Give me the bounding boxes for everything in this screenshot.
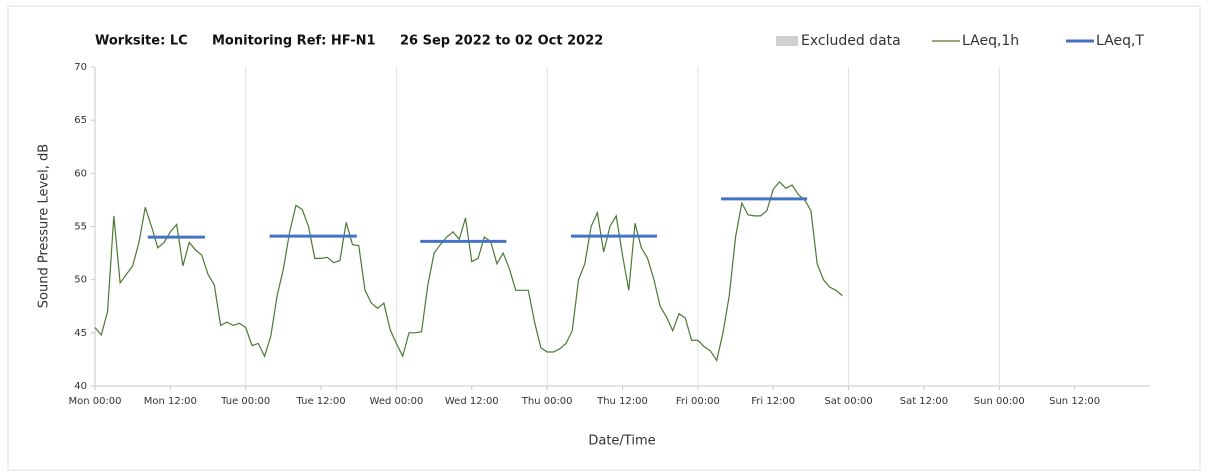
chart-frame [7, 5, 1201, 471]
y-tick-label: 55 [74, 222, 87, 233]
x-tick-label: Wed 00:00 [370, 396, 424, 407]
chart-title: 26 Sep 2022 to 02 Oct 2022 [400, 34, 603, 49]
legend-label: Excluded data [801, 33, 901, 49]
x-tick-label: Sat 12:00 [900, 396, 948, 407]
y-tick-label: 45 [74, 328, 87, 339]
data-line [94, 180, 843, 362]
y-tick-label: 50 [74, 275, 87, 286]
x-tick-label: Fri 12:00 [751, 396, 795, 407]
x-tick-label: Sat 00:00 [824, 396, 872, 407]
x-tick-label: Tue 12:00 [296, 396, 346, 407]
x-axis-label: Date/Time [588, 434, 655, 449]
legend-label: LAeq,1h [962, 33, 1019, 49]
x-tick-label: Thu 12:00 [596, 396, 648, 407]
legend-label: LAeq,T [1096, 33, 1144, 49]
y-tick-label: 70 [74, 62, 87, 73]
y-tick-label: 40 [74, 381, 87, 392]
x-tick-label: Sun 00:00 [974, 396, 1025, 407]
x-tick-label: Thu 00:00 [521, 396, 573, 407]
x-tick-label: Mon 00:00 [68, 396, 121, 407]
y-tick-label: 60 [74, 168, 87, 179]
y-axis-label: Sound Pressure Level, dB [37, 144, 52, 308]
x-tick-label: Mon 12:00 [144, 396, 197, 407]
x-tick-label: Wed 12:00 [445, 396, 499, 407]
x-tick-label: Sun 12:00 [1049, 396, 1100, 407]
y-tick-label: 65 [74, 115, 87, 126]
x-tick-label: Tue 00:00 [220, 396, 270, 407]
x-tick-label: Fri 00:00 [676, 396, 720, 407]
chart-title: Monitoring Ref: HF-N1 [212, 34, 376, 49]
chart-title: Worksite: LC [95, 34, 188, 49]
legend-swatch [776, 36, 798, 46]
